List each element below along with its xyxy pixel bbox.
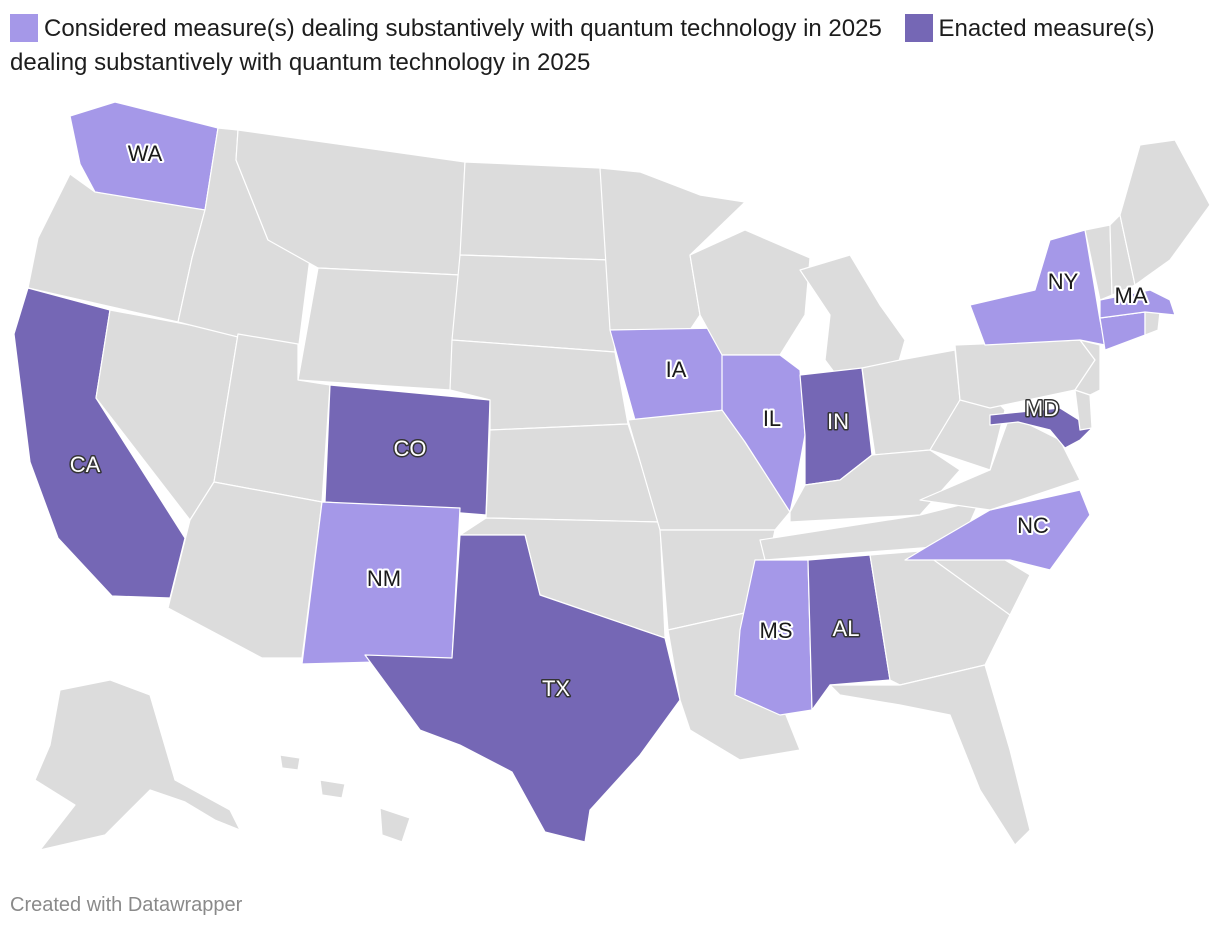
labels-layer: WA CA CO NM TX IA IL IN MS AL NC MD NY MA (68, 139, 1150, 703)
legend-label-enacted: Enacted measure(s) dealing substantively… (10, 15, 1155, 76)
state-label-nc: NC (1017, 513, 1049, 538)
state-wy (297, 267, 461, 391)
legend-swatch-considered (10, 14, 38, 42)
legend-item-considered: Considered measure(s) dealing substantiv… (10, 14, 889, 42)
state-label-co: CO (394, 436, 427, 461)
state-fl (829, 664, 1031, 846)
state-label-nm: NM (367, 566, 401, 591)
state-ny (969, 229, 1106, 346)
legend-swatch-enacted (904, 14, 933, 42)
legend-label-considered: Considered measure(s) dealing substantiv… (44, 15, 882, 42)
state-nj (1074, 339, 1101, 396)
state-al (807, 554, 891, 711)
state-label-md: MD (1025, 396, 1059, 421)
state-nd (459, 161, 611, 261)
state-hi2 (319, 779, 346, 799)
state-label-ma: MA (1115, 283, 1148, 308)
state-label-ny: NY (1048, 269, 1079, 294)
state-hi3 (379, 807, 411, 843)
state-ak (34, 679, 241, 851)
state-wi (689, 229, 811, 356)
state-mi (799, 254, 906, 381)
us-map: WA CA CO NM TX IA IL IN MS AL NC MD NY MA (13, 101, 1211, 851)
state-label-tx: TX (542, 676, 570, 701)
legend: Considered measure(s) dealing substantiv… (10, 12, 1210, 80)
state-tx (364, 534, 681, 843)
state-label-il: IL (763, 406, 781, 431)
state-ma (1099, 289, 1176, 319)
state-label-ca: CA (70, 452, 101, 477)
credit-text: Created with Datawrapper (10, 894, 243, 916)
state-il (721, 354, 806, 513)
state-label-in: IN (827, 409, 849, 434)
state-label-wa: WA (128, 141, 163, 166)
state-md (989, 407, 1093, 449)
state-me (1119, 139, 1211, 286)
state-hi1 (279, 754, 301, 771)
states-layer (13, 101, 1211, 851)
state-label-ms: MS (760, 618, 793, 643)
state-label-ia: IA (666, 357, 687, 382)
state-nc (904, 489, 1091, 571)
state-sd (451, 254, 616, 353)
state-ri (1144, 311, 1161, 336)
state-label-al: AL (833, 616, 860, 641)
legend-item-enacted: Enacted measure(s) dealing substantively… (10, 14, 1155, 76)
